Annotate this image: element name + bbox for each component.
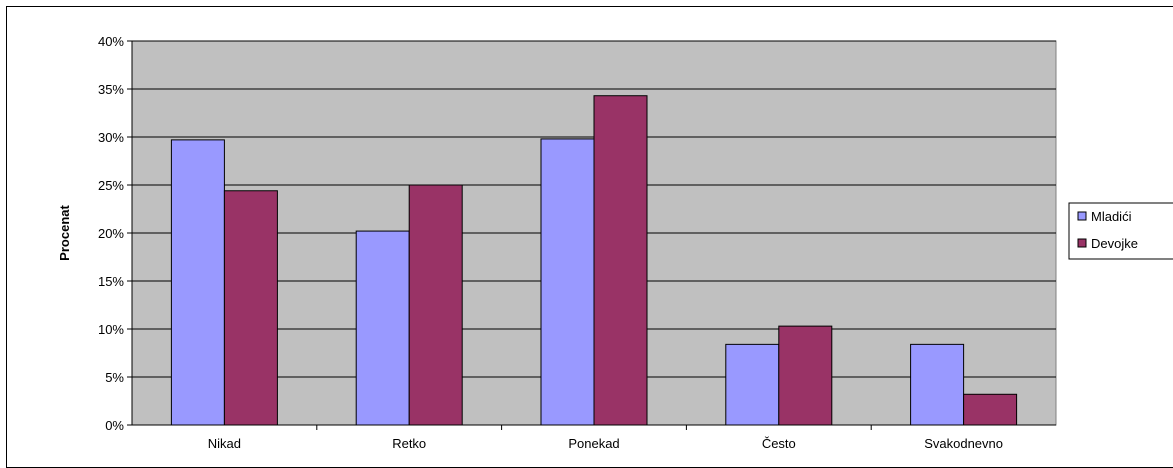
bar-devojke [778,325,833,426]
legend: Mladići Devojke [1068,202,1173,260]
x-tick-label: Često [762,436,796,451]
bars [170,95,1018,426]
legend-swatch-mladici [1077,211,1087,221]
x-tick-label: Nikad [208,436,241,451]
y-tick-label: 25% [98,178,124,193]
bar-mladici [355,230,410,426]
legend-label-devojke: Devojke [1091,236,1138,251]
y-tick-label: 20% [98,226,124,241]
y-axis-ticks: 0% 5% 10% 15% 20% 25% 30% 35% 40% [98,34,132,433]
chart-frame: 0% 5% 10% 15% 20% 25% 30% 35% 40% Nikad Retko Pone… [6,6,1173,468]
y-tick-label: 35% [98,82,124,97]
x-tick-label: Retko [392,436,426,451]
x-tick-label: Ponekad [568,436,619,451]
bar-mladici [910,343,965,426]
y-tick-label: 30% [98,130,124,145]
y-tick-label: 10% [98,322,124,337]
y-tick-label: 0% [105,418,124,433]
bar-devojke [223,190,278,426]
bar-mladici [725,343,780,426]
y-tick-label: 40% [98,34,124,49]
legend-swatch-devojke [1077,238,1087,248]
legend-label-mladici: Mladići [1091,209,1132,224]
y-axis-label: Procenat [57,205,72,261]
x-axis-ticks: Nikad Retko Ponekad Često Svakodnevno [208,425,1003,451]
x-tick-label: Svakodnevno [924,436,1003,451]
bar-chart: 0% 5% 10% 15% 20% 25% 30% 35% 40% Nikad Retko Pone… [57,34,1173,451]
bar-devojke [408,184,463,426]
bar-devojke [963,393,1018,426]
y-tick-label: 5% [105,370,124,385]
bar-devojke [593,95,648,426]
y-tick-label: 15% [98,274,124,289]
bar-mladici [540,138,595,426]
bar-mladici [170,139,225,426]
